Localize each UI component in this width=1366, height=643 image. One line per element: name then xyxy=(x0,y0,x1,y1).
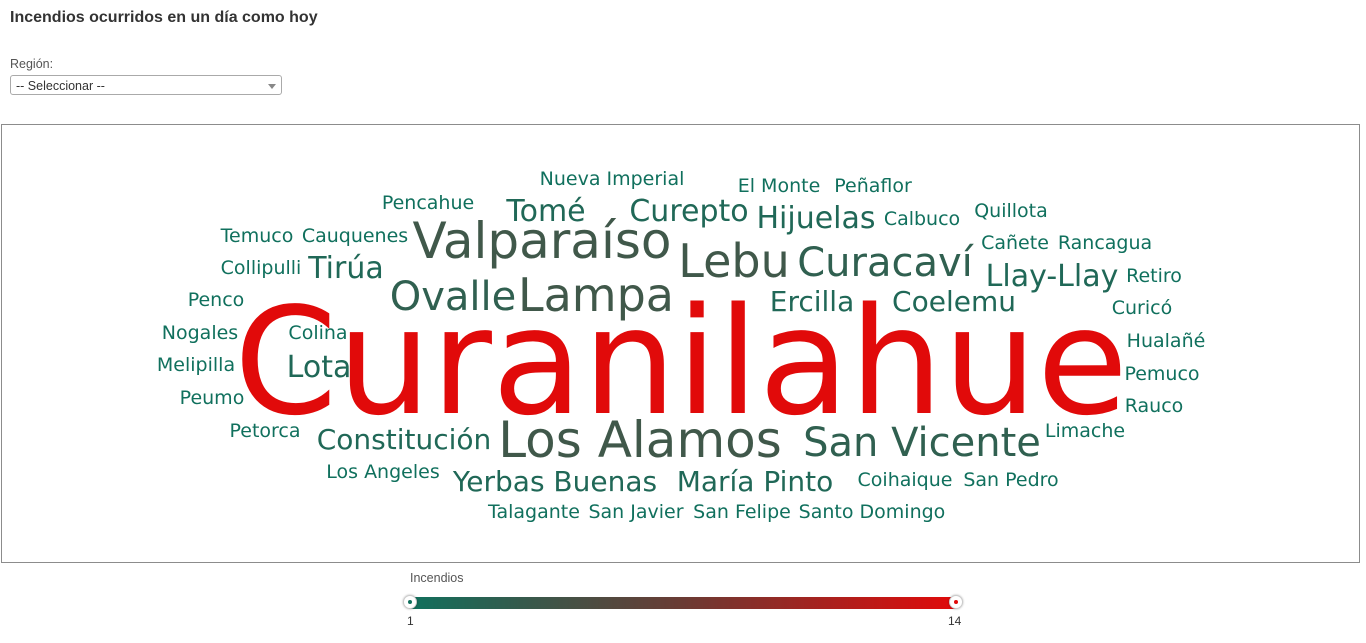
word-petorca[interactable]: Petorca xyxy=(229,420,300,442)
word-penco[interactable]: Penco xyxy=(188,289,245,311)
word-nueva-imperial[interactable]: Nueva Imperial xyxy=(540,168,685,190)
word-los-angeles[interactable]: Los Angeles xyxy=(326,461,439,483)
page-title: Incendios ocurridos en un día como hoy xyxy=(10,9,318,26)
chevron-down-icon xyxy=(268,84,276,89)
word-curacaví[interactable]: Curacaví xyxy=(797,240,974,286)
word-rancagua[interactable]: Rancagua xyxy=(1058,232,1152,254)
word-valparaíso[interactable]: Valparaíso xyxy=(413,212,672,270)
word-san-felipe[interactable]: San Felipe xyxy=(693,501,791,523)
word-pencahue[interactable]: Pencahue xyxy=(382,192,474,214)
legend-min-label: 1 xyxy=(407,614,414,628)
legend-min-handle[interactable] xyxy=(403,595,417,609)
region-select-value: -- Seleccionar -- xyxy=(16,79,105,93)
word-san-javier[interactable]: San Javier xyxy=(588,501,683,523)
word-llay-llay[interactable]: Llay-Llay xyxy=(986,259,1119,294)
word-san-vicente[interactable]: San Vicente xyxy=(803,420,1041,466)
word-cloud-panel: Curanilahue Lebu Valparaíso Lampa Los Alamos… xyxy=(1,124,1360,563)
legend-max-label: 14 xyxy=(948,614,962,628)
region-select[interactable]: -- Seleccionar -- xyxy=(10,75,282,95)
word-peñaflor[interactable]: Peñaflor xyxy=(834,175,912,197)
word-lampa[interactable]: Lampa xyxy=(518,268,674,322)
word-hijuelas[interactable]: Hijuelas xyxy=(756,201,875,236)
word-peumo[interactable]: Peumo xyxy=(180,387,245,409)
word-cañete[interactable]: Cañete xyxy=(981,232,1049,254)
word-limache[interactable]: Limache xyxy=(1045,420,1125,442)
word-santo-domingo[interactable]: Santo Domingo xyxy=(799,501,946,523)
legend-color-bar xyxy=(409,597,956,609)
word-lota[interactable]: Lota xyxy=(287,350,352,385)
word-lebu[interactable]: Lebu xyxy=(678,234,789,288)
word-collipulli[interactable]: Collipulli xyxy=(221,257,302,279)
word-ercilla[interactable]: Ercilla xyxy=(770,285,854,318)
word-ovalle[interactable]: Ovalle xyxy=(390,274,517,320)
word-quillota[interactable]: Quillota xyxy=(974,200,1048,222)
word-coihaique[interactable]: Coihaique xyxy=(858,469,953,491)
legend-max-handle[interactable] xyxy=(949,595,963,609)
region-label: Región: xyxy=(10,57,54,71)
word-coelemu[interactable]: Coelemu xyxy=(892,285,1016,318)
word-el-monte[interactable]: El Monte xyxy=(738,175,821,197)
word-melipilla[interactable]: Melipilla xyxy=(157,354,235,376)
word-rauco[interactable]: Rauco xyxy=(1125,395,1184,417)
word-calbuco[interactable]: Calbuco xyxy=(884,208,960,230)
word-san-pedro[interactable]: San Pedro xyxy=(963,469,1058,491)
word-curepto[interactable]: Curepto xyxy=(629,194,748,229)
word-nogales[interactable]: Nogales xyxy=(162,322,238,344)
word-retiro[interactable]: Retiro xyxy=(1126,265,1182,287)
word-cauquenes[interactable]: Cauquenes xyxy=(302,225,408,247)
word-temuco[interactable]: Temuco xyxy=(220,225,294,247)
word-maría-pinto[interactable]: María Pinto xyxy=(677,465,834,498)
word-los-alamos[interactable]: Los Alamos xyxy=(498,411,782,469)
word-tirúa[interactable]: Tirúa xyxy=(307,251,383,286)
word-constitución[interactable]: Constitución xyxy=(317,423,492,456)
word-colina[interactable]: Colina xyxy=(288,322,347,344)
word-talagante[interactable]: Talagante xyxy=(487,501,580,523)
word-hualañé[interactable]: Hualañé xyxy=(1127,330,1206,352)
word-yerbas-buenas[interactable]: Yerbas Buenas xyxy=(452,465,657,498)
word-curicó[interactable]: Curicó xyxy=(1112,297,1172,319)
word-pemuco[interactable]: Pemuco xyxy=(1124,363,1199,385)
word-curanilahue[interactable]: Curanilahue xyxy=(234,276,1128,448)
legend-title: Incendios xyxy=(410,571,464,585)
word-tomé[interactable]: Tomé xyxy=(505,194,585,229)
